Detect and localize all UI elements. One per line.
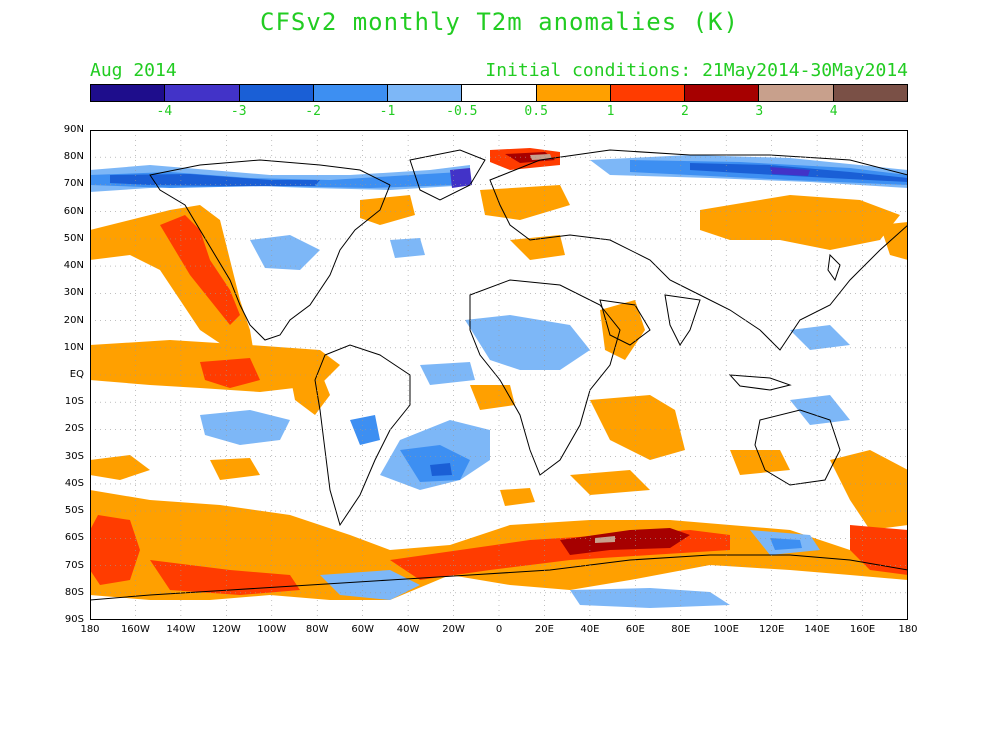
warm-anomalies-strong	[90, 148, 908, 595]
lat-tick-label: 30S	[64, 450, 84, 462]
colorbar-label: -1	[379, 104, 396, 119]
lat-tick-label: 80N	[63, 151, 84, 163]
lon-tick-label: 40E	[580, 624, 600, 635]
lat-tick-label: 70S	[64, 559, 84, 571]
lon-tick-label: 20W	[442, 624, 465, 635]
chart-title: CFSv2 monthly T2m anomalies (K)	[260, 8, 739, 36]
lat-tick-label: 90N	[63, 124, 84, 135]
coastlines	[90, 149, 908, 601]
valid-month-label: Aug 2014	[90, 60, 177, 81]
colorbar-swatch	[536, 85, 611, 101]
lat-tick-label: 60S	[64, 532, 84, 544]
lat-tick-label: 50S	[64, 505, 84, 517]
lat-tick-label: 10N	[63, 341, 84, 353]
colorbar-label: -4	[156, 104, 173, 119]
lon-tick-label: 100W	[257, 624, 287, 635]
map-frame	[90, 130, 908, 620]
warm-anomalies	[90, 185, 908, 600]
lon-tick-label: 180	[80, 624, 100, 635]
lon-tick-label: 160W	[120, 624, 150, 635]
colorbar-label: 3	[755, 104, 764, 119]
lon-tick-label: 80W	[305, 624, 329, 635]
lat-tick-label: 80S	[64, 586, 84, 598]
colorbar-swatch	[388, 85, 463, 101]
lon-tick-label: 120W	[211, 624, 241, 635]
colorbar	[90, 84, 908, 102]
lon-tick-label: 180	[898, 624, 918, 635]
colorbar-label: 2	[680, 104, 689, 119]
lat-tick-label: 60N	[63, 205, 84, 217]
colorbar-swatch	[833, 85, 907, 101]
colorbar-swatch	[239, 85, 314, 101]
lon-tick-label: 20E	[534, 624, 554, 635]
colorbar-label: -3	[230, 104, 247, 119]
colorbar-swatch	[462, 85, 537, 101]
lat-tick-label: 50N	[63, 232, 84, 244]
lon-tick-label: 140E	[804, 624, 830, 635]
colorbar-swatch	[91, 85, 166, 101]
colorbar-label: 1	[606, 104, 615, 119]
colorbar-swatch	[313, 85, 389, 101]
lat-tick-label: 20N	[63, 314, 84, 326]
lon-tick-label: 100E	[713, 624, 739, 635]
lat-tick-label: 40S	[64, 477, 84, 489]
colorbar-label: 0.5	[524, 104, 548, 119]
colorbar-swatch	[685, 85, 760, 101]
colorbar-label: 4	[829, 104, 838, 119]
colorbar-label: -0.5	[446, 104, 478, 119]
lat-tick-label: 90S	[64, 614, 84, 625]
colorbar-swatch	[165, 85, 240, 101]
lat-lon-grid	[90, 130, 908, 620]
cold-anomalies-extreme	[450, 167, 810, 188]
lat-tick-label: 70N	[63, 178, 84, 190]
lon-tick-label: 40W	[396, 624, 420, 635]
initial-conditions-label: Initial conditions: 21May2014-30May2014	[485, 60, 908, 81]
colorbar-swatch	[610, 85, 686, 101]
lat-tick-label: EQ	[69, 369, 84, 380]
lat-tick-label: 40N	[63, 260, 84, 272]
lat-tick-label: 20S	[64, 423, 84, 435]
lon-tick-label: 60W	[351, 624, 374, 635]
lon-tick-label: 60E	[625, 624, 645, 635]
lon-tick-label: 120E	[758, 624, 785, 635]
lon-tick-label: 140W	[166, 624, 196, 635]
lat-tick-label: 10S	[64, 396, 84, 408]
lon-tick-label: 0	[495, 624, 503, 635]
lon-tick-label: 160E	[849, 624, 876, 635]
lon-tick-label: 80E	[671, 624, 691, 635]
colorbar-label: -2	[305, 104, 321, 119]
lat-tick-label: 30N	[63, 287, 84, 299]
colorbar-swatch	[759, 85, 834, 101]
anomaly-map	[90, 130, 908, 620]
